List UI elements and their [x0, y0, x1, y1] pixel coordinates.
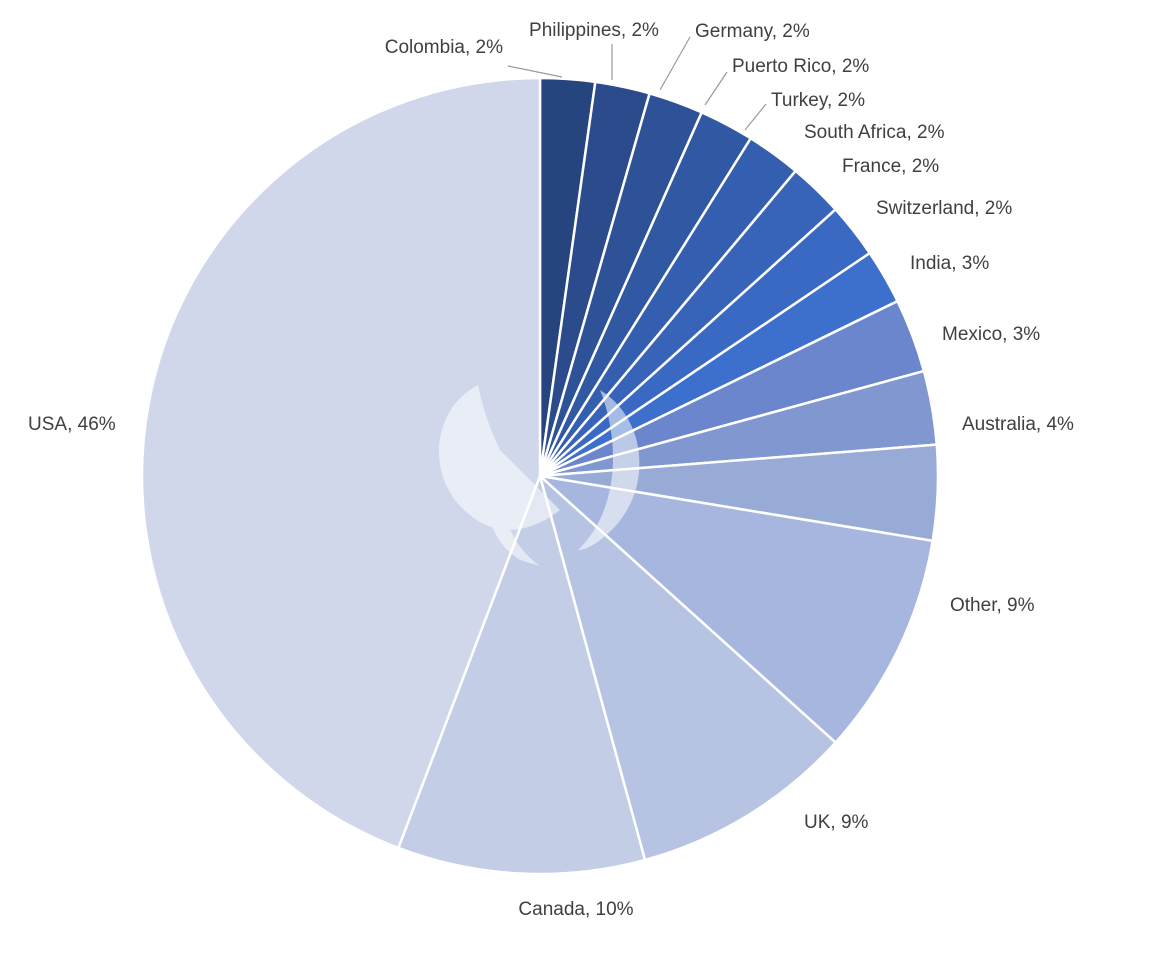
slice-label-switzerland: Switzerland, 2%	[876, 198, 1012, 219]
slice-label-canada: Canada, 10%	[518, 899, 633, 920]
leader-line-germany	[659, 36, 691, 91]
slice-label-philippines: Philippines, 2%	[529, 20, 659, 41]
label-leader-lines	[507, 36, 767, 131]
slice-label-colombia: Colombia, 2%	[385, 37, 503, 58]
slice-labels: Colombia, 2% Philippines, 2% Germany, 2% Pu…	[28, 20, 1074, 920]
watermark-leaf	[438, 385, 560, 530]
pie-slice-canada	[396, 471, 647, 876]
slice-label-germany: Germany, 2%	[695, 21, 810, 42]
pie-slice-usa	[140, 76, 542, 850]
slice-label-turkey: Turkey, 2%	[771, 90, 865, 111]
slice-label-australia: Australia, 4%	[962, 414, 1074, 435]
leader-line-colombia	[507, 65, 563, 78]
leader-line-puerto-rico	[704, 71, 728, 106]
slice-label-other: Other, 9%	[950, 595, 1035, 616]
watermark-logo	[438, 385, 640, 566]
slice-label-uk: UK, 9%	[804, 812, 869, 833]
leader-line-turkey	[744, 103, 767, 131]
slice-label-usa: USA, 46%	[28, 414, 116, 435]
watermark-drop	[489, 478, 540, 566]
slice-label-france: France, 2%	[842, 156, 939, 177]
slice-label-south-africa: South Africa, 2%	[804, 122, 945, 143]
slice-label-mexico: Mexico, 3%	[942, 324, 1040, 345]
slice-label-puerto-rico: Puerto Rico, 2%	[732, 56, 869, 77]
slice-label-india: India, 3%	[910, 253, 989, 274]
pie-slice-other	[535, 474, 935, 745]
pie-slice-uk	[537, 472, 838, 862]
watermark-arc	[578, 390, 640, 550]
pie-slices	[140, 76, 940, 876]
